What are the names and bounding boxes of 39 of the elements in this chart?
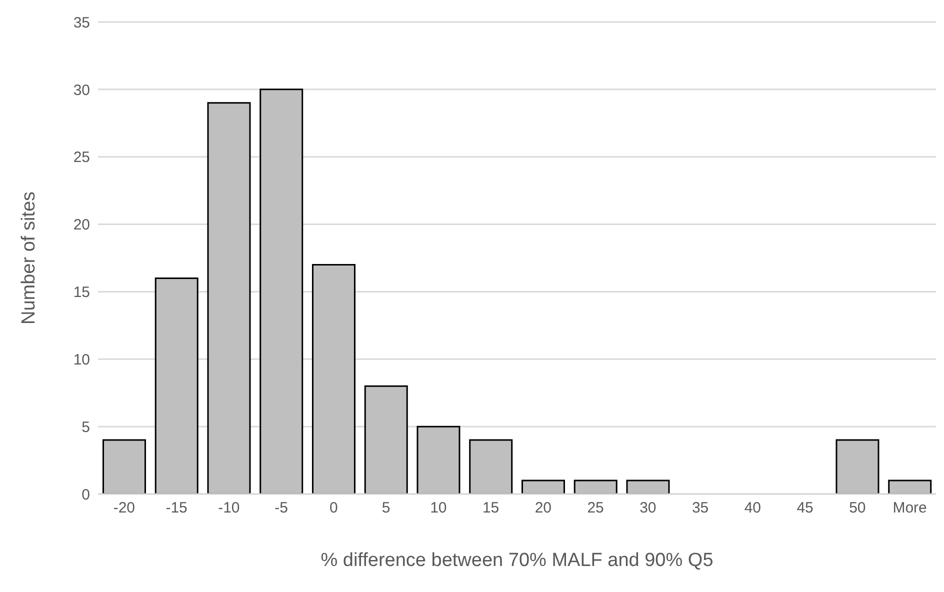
x-tick-label: 10: [430, 500, 447, 517]
bar: [574, 480, 618, 494]
bar: [416, 426, 460, 494]
y-tick-label: 35: [73, 14, 90, 32]
bar: [312, 264, 356, 494]
x-tick-label: 5: [382, 500, 390, 517]
bar: [626, 480, 670, 494]
bar: [364, 385, 408, 494]
x-tick-label: 40: [744, 500, 762, 517]
bar: [154, 277, 198, 494]
x-tick-label: -20: [113, 500, 136, 517]
x-tick-label: -15: [166, 500, 188, 517]
x-tick-label: -5: [274, 500, 288, 517]
y-tick-label: 20: [73, 216, 90, 234]
x-tick-label: 50: [849, 500, 866, 517]
bar: [888, 480, 932, 494]
bar: [260, 88, 304, 494]
x-tick-label: 25: [587, 500, 604, 517]
x-tick-label: 15: [482, 500, 500, 517]
y-tick-label: 10: [73, 351, 90, 368]
y-tick-label: 15: [73, 284, 90, 302]
y-tick-label: 30: [73, 82, 90, 99]
bar: [102, 439, 146, 494]
x-axis-title: % difference between 70% MALF and 90% Q5: [320, 550, 714, 571]
x-tick-label: 35: [692, 500, 709, 517]
bar: [207, 102, 251, 494]
y-tick-label: 0: [82, 486, 90, 504]
y-tick-label: 5: [82, 418, 90, 436]
x-tick-label: 30: [640, 500, 656, 517]
y-tick-label: 25: [73, 149, 90, 166]
bar: [836, 439, 880, 494]
x-tick-label: 20: [534, 500, 552, 517]
x-tick-label: More: [892, 500, 927, 517]
x-tick-label: -10: [218, 500, 240, 517]
bar: [521, 480, 565, 494]
x-tick-label: 45: [796, 500, 814, 517]
y-axis-title: Number of sites: [18, 191, 40, 325]
bar: [469, 439, 513, 494]
x-tick-label: 0: [330, 500, 338, 517]
